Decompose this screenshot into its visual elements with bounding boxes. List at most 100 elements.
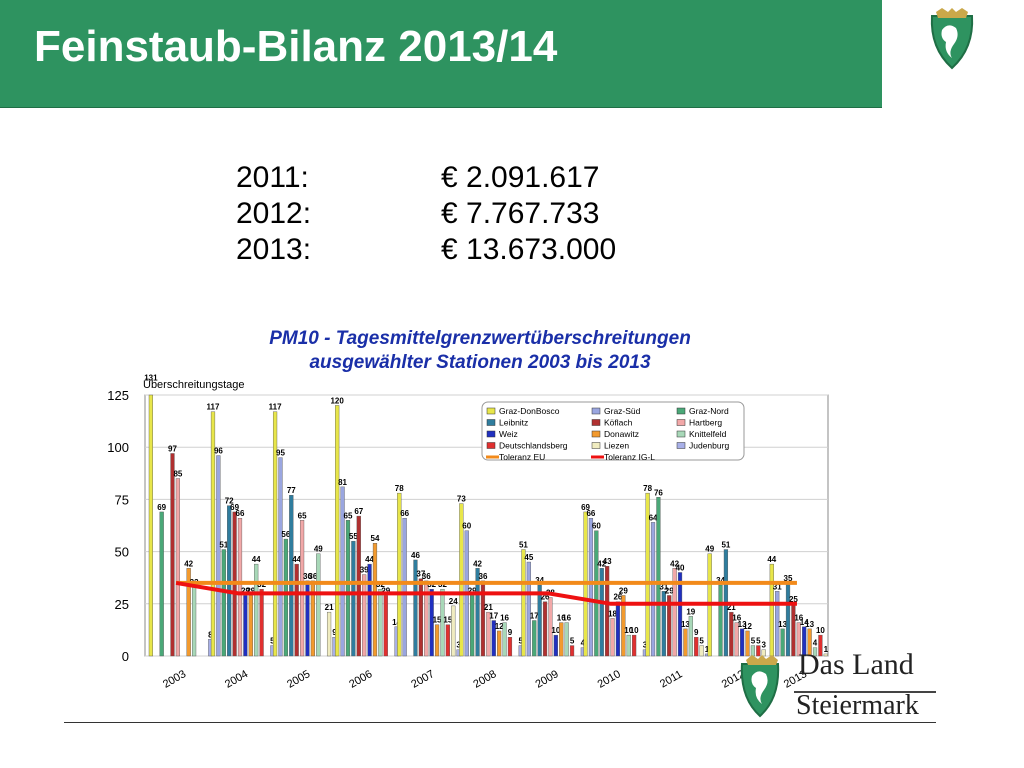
legend-swatch [591,419,601,426]
legend-entry: Toleranz EU [499,452,545,462]
bar-data-label: 85 [173,470,182,479]
bar-donawitz [559,622,564,657]
bar-data-label: 1 [705,645,710,654]
legend-swatch [591,430,601,438]
bar-data-label: 17 [530,612,539,621]
bar-data-label: 77 [287,486,296,495]
cost-amount: € 13.673.000 [441,233,617,266]
bar-data-label: 36 [422,572,431,581]
bar-graz-donbosco [210,411,216,657]
bar-data-label: 4 [581,639,586,648]
bar-data-label: 51 [721,541,730,550]
bar-data-label: 54 [371,534,380,543]
bar-graz-donbosco [459,503,464,657]
bar-graz-nord [594,530,599,657]
bar-data-label: 5 [699,637,704,646]
legend-entry: Knittelfeld [689,429,727,439]
land-steiermark-logo [740,655,936,718]
bar-data-label: 60 [592,522,601,531]
bar-knittelfeld [191,586,197,657]
bar-data-label: 44 [767,555,776,564]
legend-swatch [486,430,496,438]
bar-data-label: 117 [207,403,220,412]
bar-data-label: 34 [535,576,544,585]
bar-k-flach [480,580,486,657]
bar-data-label: 21 [484,603,493,612]
bar-data-label: 9 [508,628,513,637]
bar-data-label: 31 [659,582,668,591]
legend-swatch [676,419,686,426]
bar-data-label: 14 [392,618,401,627]
bar-donawitz [372,543,378,657]
bar-leibnitz [351,540,356,657]
bar-leibnitz [599,568,604,657]
bar-knittelfeld [626,634,631,657]
bar-hartberg [672,568,677,657]
bar-k-flach [232,511,237,657]
bar-data-label: 72 [225,497,234,506]
bar-data-label: 16 [500,614,509,623]
bar-data-label: 16 [732,614,741,623]
bar-data-label: 18 [608,609,617,618]
bar-judenburg [270,645,275,657]
bar-data-label: 32 [427,580,436,589]
bar-data-label: 81 [338,478,347,487]
bar-data-label: 44 [365,555,374,564]
bar-graz-nord [656,497,661,657]
legend-swatch [591,407,601,415]
bar-data-label: 43 [603,557,612,566]
bar-judenburg [642,649,648,657]
bar-data-label: 32 [376,580,385,589]
legend-entry: Graz-Nord [689,406,729,416]
bar-data-label: 42 [184,559,193,568]
bar-weiz [491,620,496,657]
bar-deutschlandsberg [632,634,637,657]
bar-graz-nord [345,520,351,657]
bar-data-label: 17 [489,612,498,621]
bar-leibnitz [289,495,294,657]
bar-weiz [367,563,372,657]
x-tick-label: 2004 [223,668,250,691]
legend-entry: Leibnitz [499,418,528,428]
legend-entry: Hartberg [689,418,722,428]
bar-data-label: 10 [551,626,560,635]
legend-entry: Liezen [604,441,629,451]
bar-judenburg [332,637,337,657]
bar-data-label: 15 [433,616,442,625]
legend-entry: Graz-DonBosco [499,406,560,416]
y-tick-label: 25 [115,597,129,612]
bar-leibnitz [537,584,542,657]
bar-data-label: 3 [761,641,766,650]
bar-data-label: 15 [443,616,452,625]
brand-line-2: Steiermark [796,690,919,721]
bar-data-label: 29 [468,586,477,595]
bar-liezen [326,611,332,657]
bar-data-label: 9 [332,628,337,637]
bar-data-label: 3 [456,641,461,650]
bar-data-label: 29 [665,586,674,595]
bar-graz-s-d [526,561,531,657]
bar-deutschlandsberg [694,637,699,657]
bar-data-label: 5 [570,637,575,646]
bar-data-label: 13 [681,620,690,629]
plot-area [144,394,829,657]
bar-data-label: 16 [562,614,571,623]
bar-k-flach [667,595,672,657]
bar-hartberg [486,611,491,657]
bar-data-label: 36 [479,572,488,581]
bar-graz-s-d [402,517,407,657]
bar-data-label: 33 [190,578,199,587]
bar-data-label: 69 [157,503,166,512]
bar-data-label: 24 [449,597,458,606]
chart-title-line: PM10 - Tagesmittelgrenzwertüberschreitun… [269,328,691,349]
cost-year: 2013: [236,233,312,266]
brand-line-1: Das Land [798,648,914,681]
bar-deutschlandsberg [259,588,264,657]
bar-data-label: 51 [219,541,228,550]
legend-swatch [591,442,601,449]
bar-k-flach [170,453,175,657]
bar-data-label: 10 [624,626,633,635]
bar-data-label: 97 [168,444,177,453]
bar-graz-s-d [340,486,345,657]
legend-swatch [486,442,496,449]
